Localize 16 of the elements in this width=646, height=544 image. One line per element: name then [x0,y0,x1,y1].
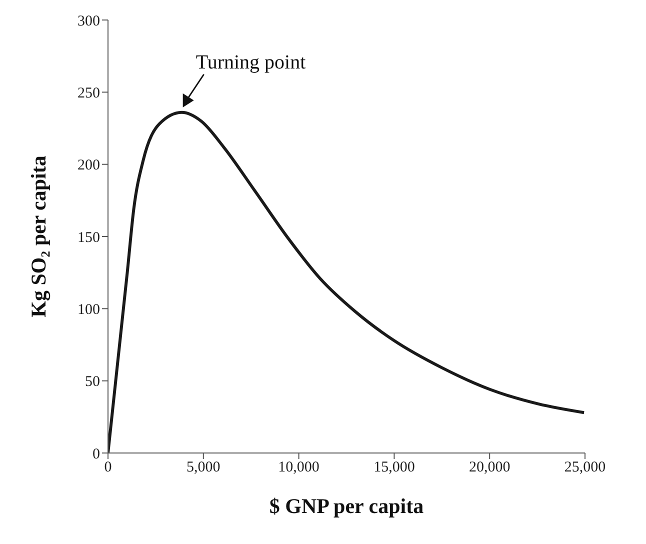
y-tick-label: 200 [78,158,100,174]
annotation: Turning point [196,51,306,74]
y-tick-label: 0 [92,446,100,462]
y-tick-label: 300 [78,13,100,30]
y-tick-label: 50 [85,374,100,390]
x-tick-label: 0 [104,460,112,476]
y-axis-title: Kg SO₂ per capita [26,155,50,318]
y-tick-label: 150 [78,230,100,246]
x-tick-label: 5,000 [186,460,220,476]
x-tick-label: 20,000 [468,460,510,476]
x-tick-label: 10,000 [278,460,320,476]
y-tick-label: 250 [78,85,100,102]
x-tick-label: 25,000 [564,460,606,476]
y-tick-label: 100 [78,302,100,318]
x-axis-title: $ GNP per capita [269,494,424,518]
x-tick-label: 15,000 [374,460,415,476]
